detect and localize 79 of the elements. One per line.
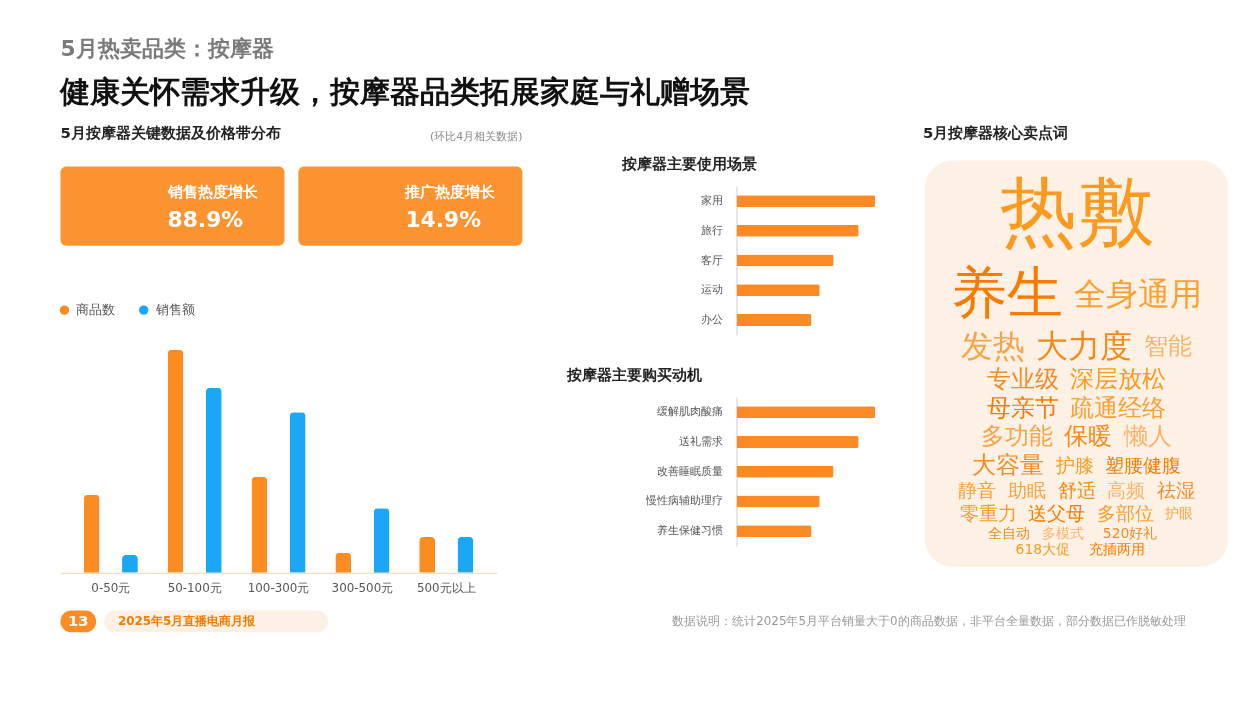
bar [83,494,100,573]
text: 多部位 [1096,503,1154,525]
text: 销售热度增长 [166,183,259,202]
bar [457,537,474,573]
legend-label: 商品数 [76,302,116,318]
text: 健康关怀需求升级，按摩器品类拓展家庭与礼赠场景 [59,73,751,109]
y-tick-label: 缓解肌肉酸痛 [657,405,724,419]
bar [736,254,834,267]
text: 数据说明：统计2025年5月平台销量大于0的商品数据，非平台全量数据，部分数据已作脱敏处理 [672,614,1186,629]
bar [736,195,876,208]
text: 多模式 [1041,524,1084,541]
text: 14.9% [405,206,482,232]
bar [736,284,820,297]
text: 5月按摩器关键数据及价格带分布 [60,123,281,142]
chart-title: 按摩器主要使用场景 [620,155,757,174]
text: 智能 [1143,331,1192,360]
legend-label: 销售额 [154,302,195,318]
x-tick-label: 0-50元 [91,581,131,596]
bar [736,406,876,419]
x-tick-label: 300-500元 [331,581,394,596]
text: 大力度 [1036,327,1133,364]
text: (环比4月相关数据) [429,129,523,143]
bar [289,412,306,573]
text: 养生 [951,259,1064,325]
text: 2025年5月直播电商月报 [117,614,257,629]
y-tick-label: 家用 [701,194,724,208]
y-tick-label: 办公 [701,313,724,326]
y-tick-label: 运动 [701,283,724,297]
text: 多功能 [981,422,1054,451]
text: 520好礼 [1102,524,1158,541]
text: 专业级 [987,365,1059,394]
text: 高频 [1107,480,1146,502]
bar [373,508,390,573]
text: 推广热度增长 [404,183,497,202]
text: 静音 [958,480,997,502]
text: 充插两用 [1089,541,1146,558]
bar [736,525,812,538]
text: 疏通经络 [1070,393,1167,422]
text: 13 [67,612,89,631]
bar [736,495,820,508]
text: 5月热卖品类：按摩器 [60,36,274,62]
text: 护眼 [1164,505,1194,522]
text: 祛湿 [1156,480,1195,502]
text: 全自动 [988,524,1031,541]
text: 大容量 [972,450,1045,479]
text: 深层放松 [1070,365,1167,394]
bar [736,314,812,326]
text: 88.9% [167,206,244,232]
text: 热敷 [999,165,1154,256]
text: 助眠 [1007,480,1046,502]
y-tick-label: 改善睡眠质量 [657,464,724,478]
bar [167,349,184,573]
y-tick-label: 旅行 [701,223,724,237]
bar [736,224,859,237]
text: 保暖 [1064,422,1113,451]
y-tick-label: 养生保健习惯 [657,524,724,538]
text: 5月按摩器核心卖点词 [922,123,1069,142]
text: 送父母 [1028,503,1086,525]
text: 发热 [961,327,1026,364]
text: 零重力 [959,503,1017,525]
x-tick-label: 500元以上 [416,581,476,596]
text: 母亲节 [987,393,1059,422]
chart-title: 按摩器主要购买动机 [566,366,703,385]
y-tick-label: 客厅 [701,253,724,267]
text: 懒人 [1122,422,1172,451]
bar [736,436,859,448]
text: 护膝 [1054,454,1094,476]
bar [736,465,834,478]
y-tick-label: 送礼需求 [679,434,724,448]
text: 塑腰健腹 [1104,454,1181,476]
bar [419,537,436,573]
bar [251,476,268,573]
x-tick-label: 100-300元 [247,581,310,596]
text: 全身通用 [1073,275,1202,312]
y-tick-label: 慢性病辅助理疗 [645,494,724,508]
text: 舒适 [1057,480,1096,502]
x-tick-label: 50-100元 [167,581,222,596]
bar [205,387,222,573]
text: 618大促 [1015,541,1071,558]
